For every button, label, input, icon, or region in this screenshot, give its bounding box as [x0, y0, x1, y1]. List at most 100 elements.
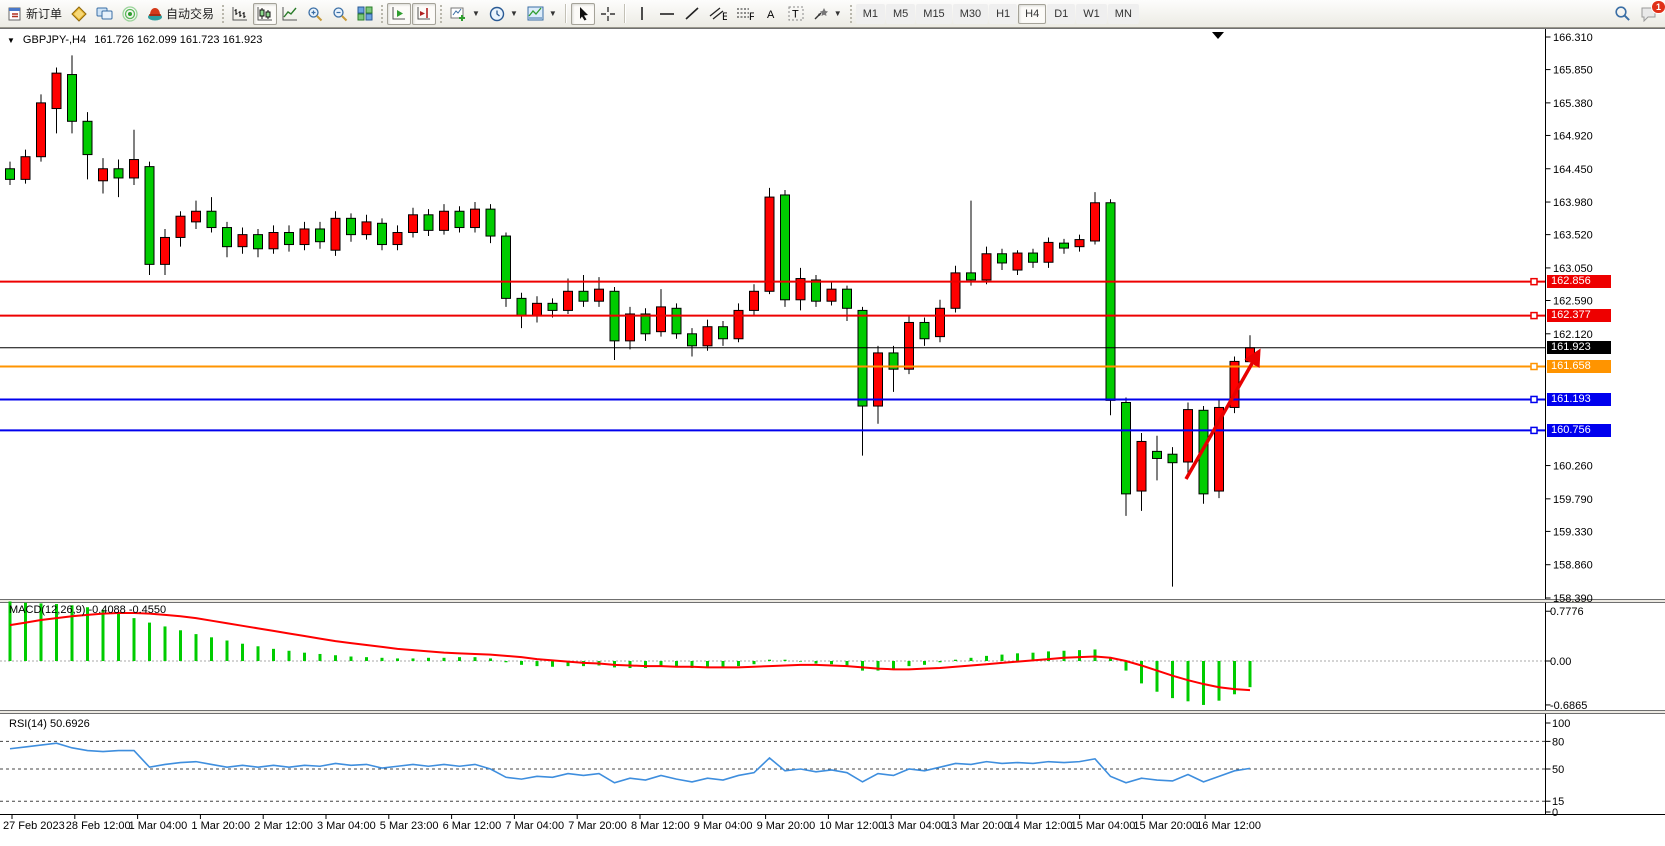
chart-candles-button[interactable]	[253, 2, 278, 25]
text-icon: A	[767, 9, 775, 21]
signals-button[interactable]	[118, 3, 142, 25]
price-tick-label: 159.330	[1553, 526, 1593, 538]
candle-bullish	[1074, 239, 1085, 248]
timeframe-h1-button[interactable]: H1	[989, 3, 1018, 24]
candle-bullish	[950, 272, 961, 309]
candle-bullish	[904, 321, 914, 370]
auto-scroll-button[interactable]	[387, 2, 412, 25]
trendline-button[interactable]	[680, 3, 704, 25]
candle-bearish	[377, 222, 387, 246]
candle-bullish	[656, 306, 666, 333]
candle-bullish	[935, 307, 945, 338]
line-handle[interactable]	[1530, 395, 1538, 404]
line-handle[interactable]	[1530, 426, 1538, 435]
annotation-arrow[interactable]	[1184, 348, 1261, 480]
cursor-button[interactable]	[570, 2, 595, 25]
candle-bullish	[702, 326, 713, 347]
price-tick-label: 163.980	[1553, 197, 1593, 209]
timeframe-m1-button[interactable]: M1	[855, 3, 885, 24]
time-tick-label: 1 Mar 04:00	[129, 820, 188, 832]
equidistant-channel-button[interactable]: E	[705, 3, 731, 25]
vertical-line-button[interactable]	[630, 3, 654, 25]
candle-bearish	[516, 297, 527, 316]
candle-bearish	[997, 253, 1007, 264]
panel-separator[interactable]	[0, 710, 1665, 714]
price-tick-label: 164.920	[1553, 130, 1593, 142]
zoom-in-button[interactable]	[303, 3, 327, 25]
crosshair-button[interactable]	[596, 3, 620, 25]
toolbar-grip	[381, 4, 384, 23]
panel-separator[interactable]	[0, 599, 1665, 603]
candle-bullish	[20, 156, 31, 180]
candle-bearish	[671, 307, 682, 335]
line-handle[interactable]	[1530, 277, 1538, 286]
chart-line-button[interactable]	[278, 3, 302, 25]
chart-shift-marker	[1212, 32, 1224, 39]
candle-bullish	[268, 232, 279, 250]
candle-bearish	[284, 232, 294, 246]
trendline-icon	[685, 7, 699, 20]
text-label-button[interactable]: T	[784, 3, 808, 25]
line-handle[interactable]	[1530, 311, 1538, 320]
label-icon: T	[788, 6, 804, 21]
autotrading-button[interactable]: 自动交易	[143, 3, 218, 25]
time-tick-label: 9 Mar 20:00	[757, 820, 816, 832]
market-diamond-button[interactable]	[67, 3, 91, 25]
toolbar: 新订单 自动交易	[0, 0, 1665, 28]
candle-bullish	[392, 232, 403, 246]
candle-bearish	[82, 120, 93, 156]
tile-windows-button[interactable]	[353, 3, 377, 25]
chart-title: ▼ GBPJPY-,H4 161.726 162.099 161.723 161…	[7, 34, 262, 46]
signal-icon	[122, 5, 138, 22]
time-tick-label: 6 Mar 12:00	[443, 820, 502, 832]
search-icon	[1615, 6, 1630, 21]
macd-tick-label: -0.6865	[1550, 700, 1587, 712]
fibonacci-button[interactable]: F	[732, 3, 758, 25]
chart-shift-button[interactable]	[412, 2, 437, 25]
new-chart-button[interactable]: ▼	[446, 3, 484, 25]
rsi-line	[9, 742, 1251, 784]
candle-bullish	[1136, 440, 1147, 492]
shapes-button[interactable]: ▼	[809, 3, 846, 25]
crosshair-icon	[600, 6, 615, 21]
timeframe-mn-button[interactable]: MN	[1107, 3, 1139, 24]
multi-screen-button[interactable]	[92, 3, 117, 25]
timeframe-w1-button[interactable]: W1	[1076, 3, 1107, 24]
timeframe-m15-button[interactable]: M15	[916, 3, 952, 24]
new-order-button[interactable]: 新订单	[4, 3, 66, 25]
candle-bearish	[966, 272, 976, 281]
horizontal-line-button[interactable]	[655, 3, 679, 25]
price-level-badge: 162.856	[1547, 275, 1611, 289]
price-tick-label: 165.850	[1553, 65, 1593, 77]
zoom-out-button[interactable]	[328, 3, 352, 25]
price-tick-label: 158.390	[1553, 593, 1593, 605]
candle-bullish	[470, 208, 480, 229]
candle-bullish	[330, 217, 341, 251]
timeframe-h4-button[interactable]: H4	[1018, 3, 1047, 24]
svg-text:A: A	[767, 9, 775, 21]
time-tick-label: 13 Mar 04:00	[882, 820, 947, 832]
time-tick-label: 1 Mar 20:00	[191, 820, 250, 832]
timeframe-m5-button[interactable]: M5	[886, 3, 916, 24]
dropdown-caret-icon: ▼	[548, 9, 557, 18]
timeframe-d1-button[interactable]: D1	[1047, 3, 1076, 24]
chart-menu-icon[interactable]: ▼	[7, 35, 15, 45]
timeframe-m30-button[interactable]: M30	[952, 3, 989, 24]
price-tick-label: 163.520	[1553, 230, 1593, 242]
chart-canvas[interactable]: 166.310 165.850 165.380 164.920 164.450 163.9…	[0, 29, 1665, 846]
notification-badge: 1	[1650, 0, 1665, 14]
template-button[interactable]: ▼	[523, 3, 561, 25]
toolbar-grip	[440, 4, 443, 23]
period-dropdown-button[interactable]: ▼	[485, 3, 522, 25]
time-tick-label: 5 Mar 23:00	[380, 820, 439, 832]
line-handle[interactable]	[1530, 362, 1538, 371]
candle-bullish	[625, 313, 635, 342]
text-button[interactable]: A	[759, 3, 783, 25]
candle-bearish	[501, 235, 511, 299]
chart-bars-button[interactable]	[228, 3, 252, 25]
new-order-label: 新订单	[26, 7, 63, 21]
search-button[interactable]	[1610, 3, 1635, 25]
notifications-button[interactable]: 1	[1636, 0, 1665, 25]
zoom-in-icon	[308, 6, 323, 21]
candle-bullish	[299, 228, 310, 246]
